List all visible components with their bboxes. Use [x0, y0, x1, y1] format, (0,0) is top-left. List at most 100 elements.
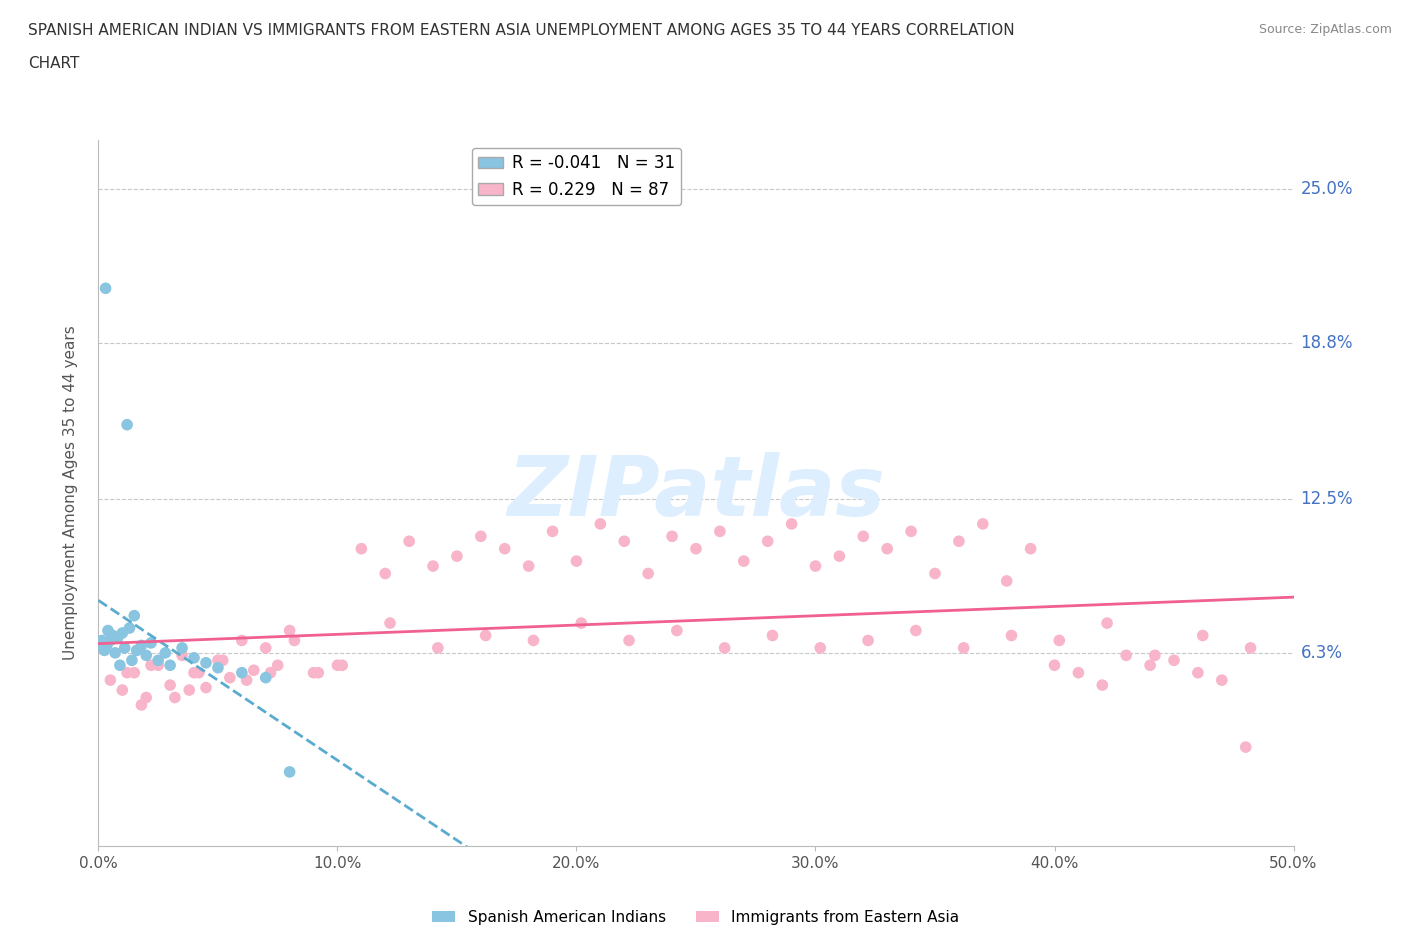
Y-axis label: Unemployment Among Ages 35 to 44 years: Unemployment Among Ages 35 to 44 years	[63, 326, 77, 660]
Point	[194, 680, 217, 695]
Point	[470, 529, 492, 544]
Point	[904, 623, 927, 638]
Point	[517, 559, 540, 574]
Point	[330, 658, 353, 672]
Point	[613, 534, 636, 549]
Point	[101, 628, 124, 643]
Point	[350, 541, 373, 556]
Point	[111, 683, 134, 698]
Point	[1019, 541, 1042, 556]
Point	[111, 626, 134, 641]
Point	[93, 643, 115, 658]
Point	[713, 641, 735, 656]
Point	[125, 643, 148, 658]
Point	[995, 574, 1018, 589]
Point	[98, 672, 122, 687]
Point	[522, 633, 544, 648]
Point	[1234, 739, 1257, 754]
Point	[569, 616, 592, 631]
Point	[948, 534, 970, 549]
Text: 12.5%: 12.5%	[1301, 490, 1353, 508]
Point	[398, 534, 420, 549]
Point	[808, 641, 831, 656]
Point	[242, 663, 264, 678]
Point	[1187, 665, 1209, 680]
Point	[278, 623, 301, 638]
Point	[856, 633, 879, 648]
Point	[183, 665, 205, 680]
Point	[91, 641, 114, 656]
Point	[219, 671, 242, 685]
Point	[446, 549, 468, 564]
Point	[124, 608, 146, 623]
Point	[637, 566, 659, 581]
Point	[1143, 648, 1166, 663]
Point	[94, 281, 117, 296]
Point	[207, 653, 229, 668]
Point	[326, 658, 349, 672]
Point	[114, 641, 136, 656]
Text: 6.3%: 6.3%	[1301, 644, 1343, 662]
Point	[254, 641, 277, 656]
Point	[474, 628, 496, 643]
Point	[541, 524, 564, 538]
Point	[172, 641, 194, 656]
Point	[426, 641, 449, 656]
Point	[761, 628, 783, 643]
Point	[1139, 658, 1161, 672]
Point	[283, 633, 305, 648]
Point	[804, 559, 827, 574]
Point	[96, 638, 118, 653]
Point	[254, 671, 277, 685]
Point	[115, 665, 138, 680]
Point	[139, 658, 162, 672]
Point	[1067, 665, 1090, 680]
Point	[900, 524, 922, 538]
Point	[148, 658, 170, 672]
Point	[828, 549, 851, 564]
Point	[378, 616, 401, 631]
Text: ZIPatlas: ZIPatlas	[508, 452, 884, 534]
Point	[183, 650, 205, 665]
Point	[952, 641, 974, 656]
Point	[98, 633, 122, 648]
Point	[121, 653, 143, 668]
Point	[207, 660, 229, 675]
Point	[97, 623, 120, 638]
Text: CHART: CHART	[28, 56, 80, 71]
Point	[115, 418, 138, 432]
Point	[278, 764, 301, 779]
Point	[307, 665, 329, 680]
Point	[1211, 672, 1233, 687]
Point	[1239, 641, 1261, 656]
Point	[108, 658, 131, 672]
Text: 18.8%: 18.8%	[1301, 334, 1353, 352]
Point	[589, 516, 612, 531]
Point	[91, 633, 114, 648]
Point	[107, 631, 129, 645]
Point	[267, 658, 290, 672]
Point	[1000, 628, 1022, 643]
Point	[135, 648, 157, 663]
Legend: Spanish American Indians, Immigrants from Eastern Asia: Spanish American Indians, Immigrants fro…	[426, 903, 966, 930]
Point	[422, 559, 444, 574]
Point	[131, 698, 153, 712]
Text: SPANISH AMERICAN INDIAN VS IMMIGRANTS FROM EASTERN ASIA UNEMPLOYMENT AMONG AGES : SPANISH AMERICAN INDIAN VS IMMIGRANTS FR…	[28, 23, 1015, 38]
Point	[131, 638, 153, 653]
Point	[235, 672, 257, 687]
Point	[924, 566, 946, 581]
Point	[1091, 678, 1114, 693]
Point	[780, 516, 803, 531]
Point	[172, 648, 194, 663]
Point	[1095, 616, 1118, 631]
Point	[194, 656, 217, 671]
Point	[231, 665, 253, 680]
Point	[135, 690, 157, 705]
Point	[565, 553, 588, 568]
Point	[756, 534, 779, 549]
Point	[163, 690, 186, 705]
Point	[159, 658, 181, 672]
Point	[709, 524, 731, 538]
Point	[852, 529, 875, 544]
Point	[1043, 658, 1066, 672]
